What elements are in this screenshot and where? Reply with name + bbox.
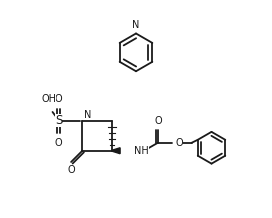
Text: OH: OH [41,94,56,104]
Text: N: N [132,19,140,29]
Text: N: N [84,110,92,120]
Text: O: O [176,138,183,148]
Text: O: O [55,138,62,148]
Text: NH: NH [134,146,149,156]
Text: S: S [55,114,62,128]
Text: O: O [55,94,62,104]
Text: O: O [154,116,162,126]
Text: O: O [67,165,75,175]
Polygon shape [112,148,120,154]
